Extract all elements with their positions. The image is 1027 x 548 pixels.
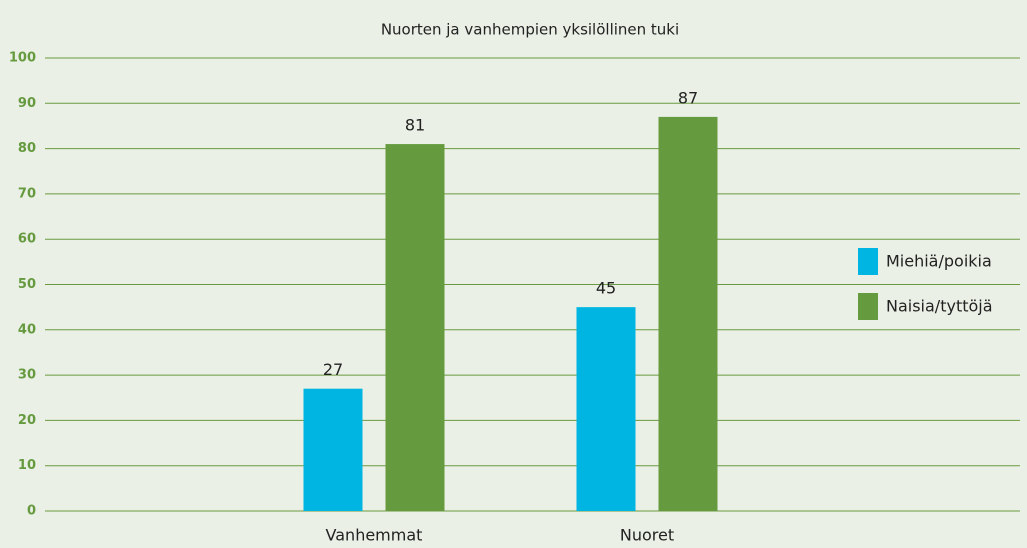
chart-title: Nuorten ja vanhempien yksilöllinen tuki <box>381 21 679 39</box>
value-label: 87 <box>678 88 698 107</box>
legend-label: Miehiä/poikia <box>886 252 992 271</box>
bar <box>576 307 636 511</box>
value-label: 81 <box>405 116 425 135</box>
y-tick-label: 100 <box>9 51 36 66</box>
y-tick-label: 10 <box>18 458 36 473</box>
bar <box>303 388 363 511</box>
y-tick-label: 50 <box>18 277 36 292</box>
y-tick-label: 0 <box>27 504 36 519</box>
bar <box>658 116 718 511</box>
y-tick-label: 70 <box>18 186 36 201</box>
x-tick-label: Vanhemmat <box>326 526 423 545</box>
legend-label: Naisia/tyttöjä <box>886 297 993 316</box>
y-tick-label: 60 <box>18 232 36 247</box>
y-tick-label: 20 <box>18 413 36 428</box>
value-label: 45 <box>596 279 616 298</box>
bar <box>385 144 445 511</box>
y-tick-label: 80 <box>18 141 36 156</box>
y-tick-label: 30 <box>18 368 36 383</box>
y-tick-label: 40 <box>18 322 36 337</box>
x-tick-label: Nuoret <box>620 526 674 545</box>
value-label: 27 <box>323 360 343 379</box>
legend-swatch <box>858 248 878 275</box>
y-tick-label: 90 <box>18 96 36 111</box>
legend-swatch <box>858 293 878 320</box>
